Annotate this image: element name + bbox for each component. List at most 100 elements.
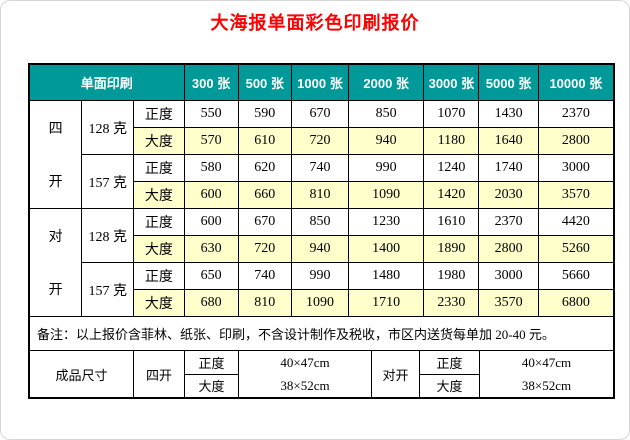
dimension-value: 40×47cm (521, 355, 572, 370)
price-cell: 940 (348, 127, 425, 155)
dimension-cell: 40×47cm 38×52cm (238, 350, 372, 398)
spec-label: 正度 (133, 154, 185, 182)
spec-label: 大度 (184, 373, 239, 398)
price-cell: 740 (290, 154, 350, 182)
price-cell: 5260 (537, 235, 615, 263)
price-cell: 720 (290, 127, 350, 155)
table-row: 大度 680 810 1090 1710 2330 3570 6800 (30, 289, 615, 317)
finished-size-label: 成品尺寸 (29, 350, 134, 398)
price-cell: 1740 (478, 154, 539, 182)
price-cell: 1640 (478, 127, 539, 155)
sheet-size-char: 对 (48, 230, 63, 245)
spec-label: 大度 (133, 235, 185, 263)
price-cell: 1890 (423, 235, 480, 263)
spec-label: 正度 (133, 262, 185, 290)
price-cell: 720 (237, 235, 292, 263)
price-cell: 2800 (478, 235, 539, 263)
price-cell: 3570 (478, 289, 539, 317)
price-cell: 3000 (478, 262, 539, 290)
spec-label: 正度 (133, 100, 185, 128)
price-cell: 1980 (423, 262, 480, 290)
spec-label: 正度 (419, 350, 480, 375)
qty-header-3000: 3000 张 (423, 64, 480, 101)
dimension-value: 38×52cm (521, 378, 572, 393)
spec-label: 正度 (184, 350, 239, 375)
price-cell: 1710 (348, 289, 425, 317)
price-cell: 600 (183, 181, 239, 209)
table-row: 四 开 128 克 正度 550 590 670 850 1070 1430 2… (28, 100, 615, 209)
finished-size-row: 成品尺寸 四开 正度 40×47cm 38×52cm 对开 正度 40×47cm… (29, 350, 614, 398)
price-cell: 3000 (537, 154, 615, 182)
price-cell: 850 (348, 100, 425, 128)
price-cell: 1610 (423, 208, 480, 236)
paper-weight: 128 克 (81, 208, 135, 263)
price-cell: 1070 (423, 100, 480, 128)
price-cell: 1230 (348, 208, 425, 236)
qty-header-1000: 1000 张 (290, 64, 350, 101)
table-row: 大度 600 660 810 1090 1420 2030 3570 (30, 181, 615, 209)
dimension-value: 38×52cm (280, 378, 330, 393)
spec-label: 正度 (133, 208, 185, 236)
remarks-row: 备注：以上报价含菲林、纸张、印刷，不含设计制作及税收，市区内送货每单加 20-4… (29, 316, 614, 351)
price-cell: 660 (237, 181, 292, 209)
finished-size-table: 成品尺寸 四开 正度 40×47cm 38×52cm 对开 正度 40×47cm… (29, 350, 614, 398)
paper-weight: 157 克 (81, 154, 135, 209)
price-cell: 810 (237, 289, 292, 317)
pricing-table: 单面印刷 300 张 500 张 1000 张 2000 张 3000 张 50… (28, 64, 615, 351)
finished-size-row: 大度 大度 (30, 373, 614, 398)
qty-header-2000: 2000 张 (348, 64, 425, 101)
price-cell: 670 (290, 100, 350, 128)
spec-label: 大度 (419, 373, 480, 398)
paper-weight: 128 克 (81, 100, 135, 155)
sheet-size-duikai: 对 开 (28, 208, 83, 317)
price-cell: 2330 (423, 289, 480, 317)
price-cell: 5660 (537, 262, 615, 290)
finished-size-sikai: 四开 (133, 350, 185, 398)
sheet-size-sikai: 四 开 (28, 100, 83, 209)
price-cell: 630 (183, 235, 239, 263)
qty-header-10000: 10000 张 (537, 64, 615, 101)
price-cell: 1090 (290, 289, 350, 317)
price-cell: 680 (183, 289, 239, 317)
spec-label: 大度 (133, 127, 185, 155)
table-row: 157 克 正度 580 620 740 990 1240 1740 3000 (30, 154, 615, 209)
price-cell: 1400 (348, 235, 425, 263)
dimension-value: 40×47cm (280, 355, 330, 370)
corner-header: 单面印刷 (29, 64, 185, 101)
price-cell: 3570 (537, 181, 615, 209)
price-cell: 2370 (478, 208, 539, 236)
price-cell: 1480 (348, 262, 425, 290)
dimension-cell: 40×47cm 38×52cm (479, 350, 614, 398)
price-cell: 650 (183, 262, 239, 290)
sheet-size-char: 开 (48, 283, 63, 298)
price-cell: 1420 (423, 181, 480, 209)
price-cell: 1180 (423, 127, 480, 155)
qty-header-500: 500 张 (237, 64, 292, 101)
price-cell: 2800 (537, 127, 615, 155)
price-cell: 740 (237, 262, 292, 290)
qty-header-5000: 5000 张 (478, 64, 539, 101)
qty-header-300: 300 张 (183, 64, 239, 101)
price-cell: 1430 (478, 100, 539, 128)
price-cell: 940 (290, 235, 350, 263)
remarks-text: 备注：以上报价含菲林、纸张、印刷，不含设计制作及税收，市区内送货每单加 20-4… (29, 316, 614, 351)
price-cell: 2030 (478, 181, 539, 209)
price-cell: 580 (183, 154, 239, 182)
price-cell: 570 (183, 127, 239, 155)
table-row: 大度 630 720 940 1400 1890 2800 5260 (30, 235, 615, 263)
price-cell: 850 (290, 208, 350, 236)
table-row: 157 克 正度 650 740 990 1480 1980 3000 5660 (30, 262, 615, 317)
price-cell: 550 (183, 100, 239, 128)
finished-size-duikai: 对开 (371, 350, 420, 398)
price-cell: 990 (348, 154, 425, 182)
price-cell: 6800 (537, 289, 615, 317)
quote-table-frame: 单面印刷 300 张 500 张 1000 张 2000 张 3000 张 50… (28, 63, 615, 399)
price-cell: 990 (290, 262, 350, 290)
paper-weight: 157 克 (81, 262, 135, 317)
spec-label: 大度 (133, 181, 185, 209)
price-cell: 590 (237, 100, 292, 128)
price-cell: 620 (237, 154, 292, 182)
price-cell: 810 (290, 181, 350, 209)
sheet-size-char: 开 (48, 175, 63, 190)
